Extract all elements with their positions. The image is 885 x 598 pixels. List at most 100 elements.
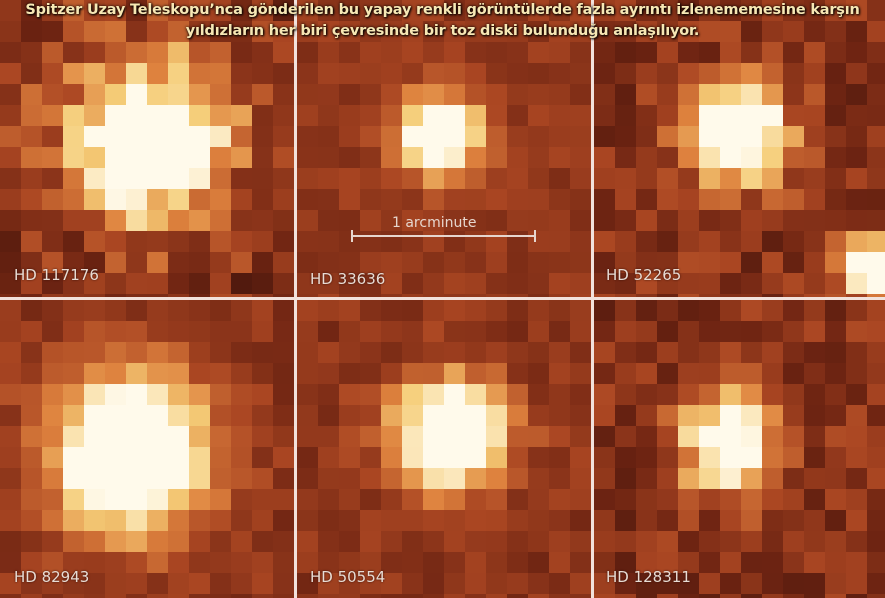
image-pixel [699, 489, 720, 510]
image-pixel [423, 384, 444, 405]
image-pixel [636, 447, 657, 468]
image-pixel [699, 321, 720, 342]
image-pixel [360, 231, 381, 252]
image-pixel [126, 489, 147, 510]
image-pixel [423, 531, 444, 552]
image-pixel [846, 63, 867, 84]
image-pixel [147, 594, 168, 598]
image-pixel [615, 426, 636, 447]
image-pixel [402, 84, 423, 105]
image-pixel [84, 510, 105, 531]
image-pixel [21, 405, 42, 426]
image-pixel [570, 594, 591, 598]
image-pixel [444, 447, 465, 468]
image-pixel [210, 321, 231, 342]
image-pixel [741, 42, 762, 63]
image-pixel [273, 531, 294, 552]
image-pixel [297, 210, 318, 231]
image-pixel [273, 210, 294, 231]
image-pixel [42, 531, 63, 552]
image-pixel [657, 42, 678, 63]
image-pixel [486, 384, 507, 405]
image-pixel [168, 321, 189, 342]
image-pixel [297, 405, 318, 426]
image-pixel [636, 531, 657, 552]
image-pixel [465, 573, 486, 594]
image-pixel [381, 231, 402, 252]
image-pixel [762, 189, 783, 210]
image-pixel [762, 531, 783, 552]
image-pixel [507, 63, 528, 84]
image-pixel [549, 300, 570, 321]
image-pixel [825, 168, 846, 189]
image-pixel [63, 531, 84, 552]
image-pixel [126, 342, 147, 363]
image-pixel [423, 147, 444, 168]
image-pixel [252, 105, 273, 126]
image-pixel [486, 273, 507, 294]
image-pixel [549, 573, 570, 594]
image-pixel [231, 573, 252, 594]
image-pixel [507, 384, 528, 405]
image-pixel [21, 447, 42, 468]
image-pixel [84, 531, 105, 552]
image-pixel [444, 105, 465, 126]
image-pixel [699, 573, 720, 594]
image-pixel [423, 294, 444, 297]
image-pixel [804, 363, 825, 384]
image-pixel [783, 405, 804, 426]
image-pixel [570, 42, 591, 63]
image-pixel [762, 468, 783, 489]
image-pixel [381, 63, 402, 84]
image-pixel [825, 552, 846, 573]
image-pixel [804, 321, 825, 342]
image-pixel [549, 252, 570, 273]
image-pixel [273, 273, 294, 294]
image-pixel [297, 294, 318, 297]
image-pixel [528, 321, 549, 342]
image-pixel [189, 468, 210, 489]
image-pixel [804, 426, 825, 447]
image-pixel [126, 468, 147, 489]
image-pixel [867, 573, 885, 594]
image-pixel [105, 573, 126, 594]
image-pixel [549, 294, 570, 297]
image-pixel [825, 363, 846, 384]
image-pixel [825, 273, 846, 294]
image-pixel [126, 447, 147, 468]
image-pixel [762, 63, 783, 84]
image-pixel [762, 126, 783, 147]
image-pixel [42, 126, 63, 147]
image-pixel [402, 42, 423, 63]
image-pixel [615, 231, 636, 252]
image-pixel [570, 252, 591, 273]
image-pixel [741, 573, 762, 594]
image-pixel [147, 42, 168, 63]
image-pixel [126, 168, 147, 189]
image-pixel [783, 468, 804, 489]
image-pixel [339, 489, 360, 510]
image-pixel [168, 210, 189, 231]
image-pixel [444, 63, 465, 84]
image-pixel [147, 510, 168, 531]
image-pixel [402, 273, 423, 294]
panel-label: HD 50554 [310, 568, 385, 586]
image-pixel [252, 489, 273, 510]
image-pixel [318, 210, 339, 231]
image-pixel [189, 510, 210, 531]
image-pixel [168, 42, 189, 63]
image-pixel [804, 105, 825, 126]
image-pixel [126, 63, 147, 84]
image-pixel [657, 126, 678, 147]
image-pixel [339, 321, 360, 342]
image-pixel [507, 447, 528, 468]
image-pixel [741, 300, 762, 321]
image-pixel [189, 321, 210, 342]
image-pixel [252, 552, 273, 573]
image-pixel [699, 273, 720, 294]
image-pixel [273, 252, 294, 273]
image-pixel [147, 552, 168, 573]
image-pixel [846, 126, 867, 147]
image-pixel [741, 321, 762, 342]
image-pixel [168, 384, 189, 405]
